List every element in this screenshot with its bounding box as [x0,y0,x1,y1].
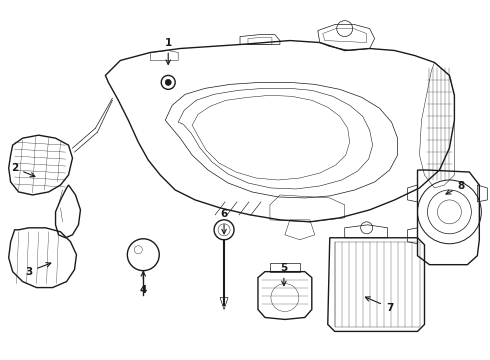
Text: 6: 6 [220,209,228,234]
Text: 3: 3 [25,263,51,276]
Text: 8: 8 [446,181,465,194]
Text: 5: 5 [280,263,288,285]
Text: 4: 4 [140,272,147,294]
Text: 2: 2 [11,163,35,177]
Text: 7: 7 [366,297,393,312]
Circle shape [165,80,171,85]
Text: 1: 1 [165,37,172,64]
